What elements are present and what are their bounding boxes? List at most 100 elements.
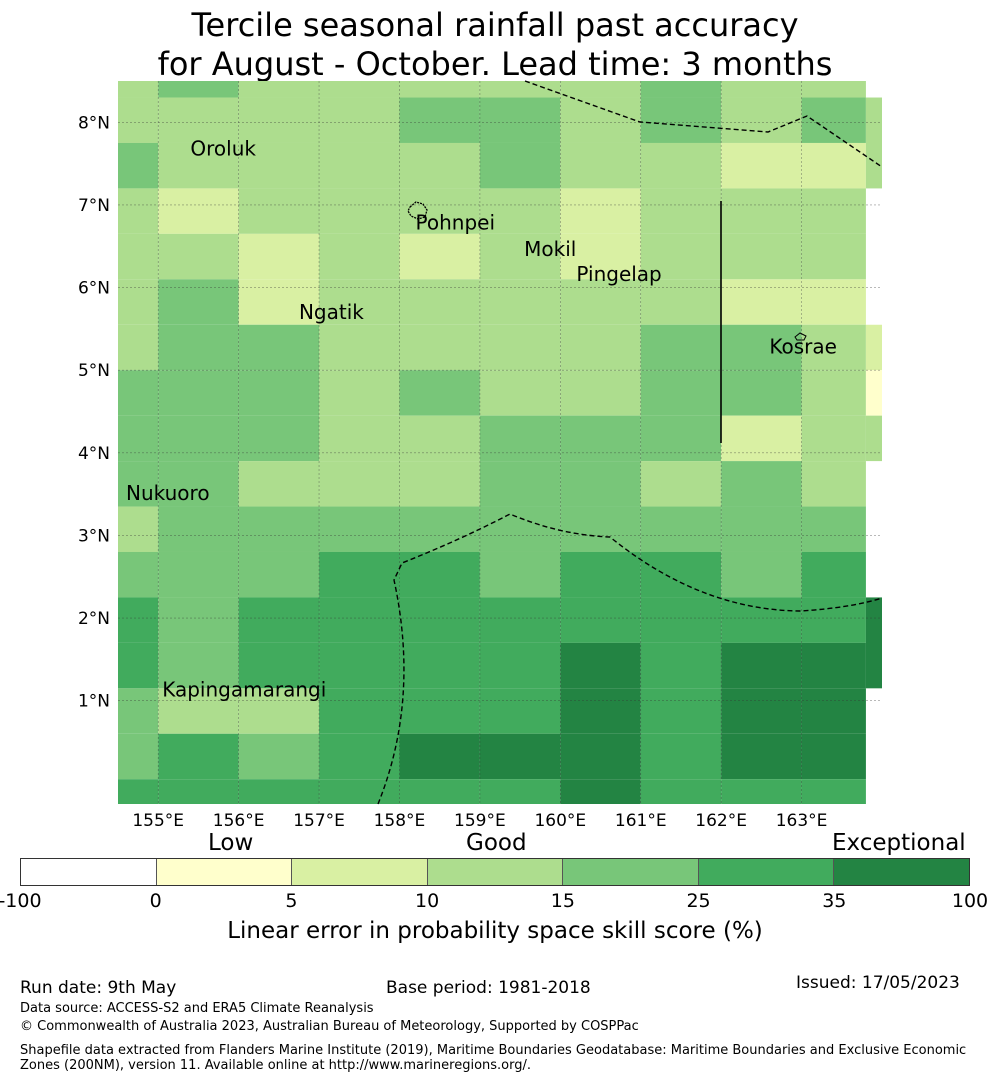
grid-cell	[238, 688, 320, 734]
grid-cell	[399, 279, 480, 325]
grid-cell	[238, 597, 320, 643]
grid-cell	[865, 324, 882, 371]
data-source: Data source: ACCESS-S2 and ERA5 Climate …	[20, 1001, 374, 1016]
lon-tick-label: 159°E	[454, 811, 506, 830]
place-label: Pingelap	[576, 262, 661, 286]
colorbar-tick-label: 0	[149, 890, 162, 912]
grid-cell	[479, 370, 561, 416]
grid-cell	[865, 415, 882, 462]
grid-cell	[721, 642, 802, 689]
grid-cell	[399, 233, 480, 280]
colorbar-segment	[427, 859, 564, 885]
grid-cell	[640, 324, 722, 371]
grid-cell	[479, 551, 561, 598]
grid-cell	[801, 506, 866, 552]
grid-cell	[399, 188, 480, 234]
grid-cell	[560, 733, 641, 780]
grid-cell	[238, 506, 320, 552]
grid-cell	[118, 81, 159, 98]
grid-cell	[560, 142, 641, 189]
grid-cell	[865, 370, 882, 416]
lat-tick-label: 5°N	[78, 361, 110, 381]
grid-cell	[560, 461, 641, 507]
grid-cell	[118, 688, 159, 734]
grid-cell	[238, 81, 320, 98]
latitude-tick-labels: 1°N 2°N 3°N 4°N 5°N 6°N 7°N 8°N	[78, 113, 110, 711]
grid-cell	[640, 97, 722, 143]
grid-cell	[399, 142, 480, 189]
grid-cell	[721, 688, 802, 734]
grid-cell	[158, 461, 239, 507]
place-label: Mokil	[524, 237, 576, 261]
grid-cell	[560, 415, 641, 462]
grid-cell	[801, 97, 866, 143]
grid-cell	[560, 324, 641, 371]
lon-tick-label: 158°E	[374, 811, 426, 830]
grid-cell	[721, 415, 802, 462]
grid-cell	[801, 81, 866, 98]
grid-cell	[640, 642, 722, 689]
colorbar-tick-label: 25	[686, 890, 711, 912]
lat-tick-label: 3°N	[78, 526, 110, 546]
grid-cell	[640, 142, 722, 189]
grid-cell	[721, 370, 802, 416]
grid-cell	[238, 188, 320, 234]
grid-cell	[560, 188, 641, 234]
grid-cell	[801, 779, 866, 804]
grid-cell	[721, 324, 802, 371]
grid-cell	[479, 461, 561, 507]
eez-boundaries	[377, 80, 883, 805]
colorbar-segment	[21, 859, 157, 885]
grid-cell	[479, 324, 561, 371]
grid-cell	[479, 506, 561, 552]
lon-tick-label: 162°E	[695, 811, 747, 830]
grid-cell	[238, 461, 320, 507]
grid-cell	[319, 733, 400, 780]
grid-cell	[640, 233, 722, 280]
grid-cell	[118, 97, 159, 143]
map-title-line-1: Tercile seasonal rainfall past accuracy	[191, 6, 799, 44]
grid-cell	[118, 370, 159, 416]
grid-cell	[158, 188, 239, 234]
colorbar-tick-label: 5	[285, 890, 298, 912]
grid-cell	[399, 370, 480, 416]
grid-cell	[118, 551, 159, 598]
grid-cell	[238, 142, 320, 189]
grid-cell	[640, 370, 722, 416]
grid-cell	[158, 324, 239, 371]
grid-cell	[640, 81, 722, 98]
grid-cell	[801, 279, 866, 325]
lat-tick-label: 2°N	[78, 609, 110, 629]
colorbar-segment	[156, 859, 293, 885]
grid-cell	[640, 415, 722, 462]
grid-cell	[640, 733, 722, 780]
grid-cell	[319, 461, 400, 507]
grid-cell	[319, 642, 400, 689]
grid-cell	[399, 642, 480, 689]
grid-cell	[640, 551, 722, 598]
grid-cell	[865, 97, 882, 189]
grid-cell	[118, 188, 159, 234]
grid-cell	[479, 642, 561, 689]
colorbar-tick-label: 35	[822, 890, 847, 912]
grid-cell	[560, 81, 641, 98]
grid-cell	[801, 461, 866, 507]
grid-cell	[399, 506, 480, 552]
grid-cell	[399, 551, 480, 598]
grid-cell	[479, 415, 561, 462]
grid-cell	[640, 688, 722, 734]
grid-cell	[560, 779, 641, 804]
grid-cell	[319, 142, 400, 189]
grid-cell	[479, 688, 561, 734]
grid-cell	[399, 324, 480, 371]
grid-cell	[158, 97, 239, 143]
grid-cell	[721, 279, 802, 325]
grid-cell	[118, 779, 159, 804]
eez-boundary-south	[377, 513, 883, 805]
grid-cell	[640, 279, 722, 325]
grid-cell	[479, 733, 561, 780]
grid-cell	[801, 642, 866, 689]
grid-cell	[801, 188, 866, 234]
place-label: Pohnpei	[416, 211, 496, 235]
